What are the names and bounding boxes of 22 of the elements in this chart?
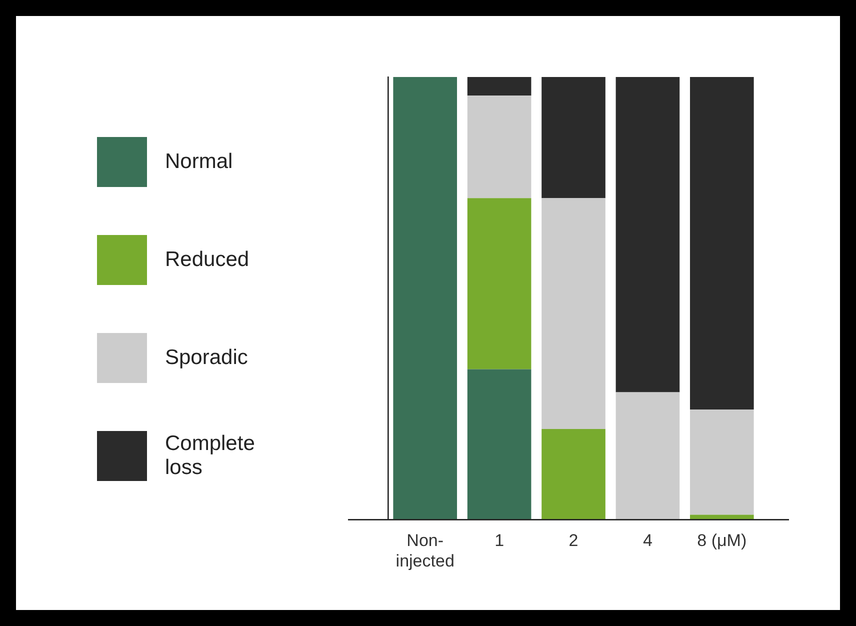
bar xyxy=(690,410,754,515)
bar xyxy=(467,96,532,198)
x-tick-label: 1 xyxy=(494,531,504,550)
bar xyxy=(690,514,754,520)
legend-label: Normal xyxy=(165,150,234,174)
x-tick-label: 8 (μM) xyxy=(697,531,747,550)
x-tick-label: Non-injected xyxy=(396,531,454,570)
bar xyxy=(467,198,532,370)
bar xyxy=(542,428,606,520)
legend-label: Reduced xyxy=(165,248,250,272)
bar xyxy=(467,77,532,96)
legend-label: Sporadic xyxy=(165,346,249,370)
x-tick-label: 4 xyxy=(642,531,652,550)
bar xyxy=(542,77,606,198)
bar xyxy=(542,198,606,429)
x-tick-label: 2 xyxy=(568,531,578,550)
bar xyxy=(690,77,754,410)
legend-label: Complete loss xyxy=(165,432,256,480)
bar xyxy=(616,392,680,520)
bar xyxy=(467,369,532,520)
bar xyxy=(393,77,458,520)
bar xyxy=(616,77,680,392)
